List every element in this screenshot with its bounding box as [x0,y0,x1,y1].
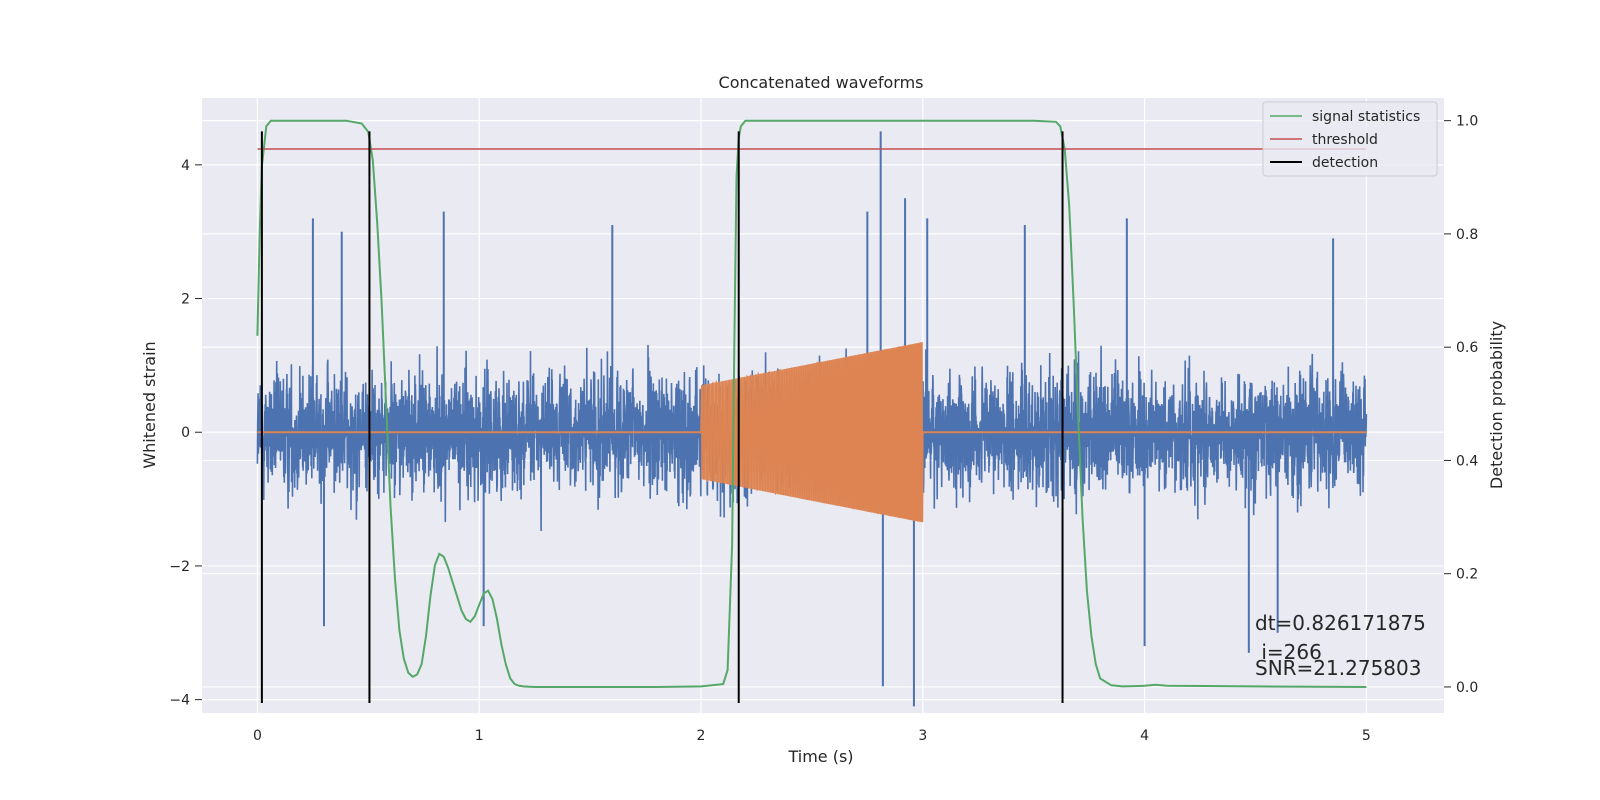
y2-tick-label: 0.4 [1456,453,1478,469]
y2-tick-label: 0.2 [1456,567,1478,583]
annotation-dt: dt=0.826171875 [1255,611,1426,635]
x-tick-label: 1 [475,728,484,744]
y2-axis-label: Detection probability [1487,321,1506,489]
y-tick-label: −2 [169,559,190,575]
x-tick-label: 2 [697,728,706,744]
y-axis-label: Whitened strain [140,341,159,468]
y2-tick-label: 0.6 [1456,340,1478,356]
chirp-envelope [701,342,923,523]
legend-label-detection: detection [1312,155,1378,171]
x-axis-ticks: 0 1 2 3 4 5 [253,728,1371,744]
y2-tick-label: 0.0 [1456,680,1478,696]
legend-label-threshold: threshold [1312,132,1378,148]
x-tick-label: 3 [918,728,927,744]
x-tick-label: 5 [1362,728,1371,744]
y-axis-ticks: −4 −2 0 2 4 [169,158,202,709]
grid-lines [202,98,1444,713]
y-tick-label: 4 [181,158,190,174]
x-tick-label: 4 [1140,728,1149,744]
plot-content [256,119,1368,707]
y-tick-label: 0 [181,425,190,441]
legend-label-statistics: signal statistics [1312,109,1420,125]
x-tick-label: 0 [253,728,262,744]
y2-tick-label: 0.8 [1456,227,1478,243]
y2-axis-ticks: 0.0 0.2 0.4 0.6 0.8 1.0 [1444,114,1478,696]
annotation-i: i=266 [1255,640,1322,664]
legend-frame [1262,101,1438,177]
legend: signal statistics threshold detection [1262,101,1438,177]
y-tick-label: −4 [169,693,190,709]
statistics-line [256,119,1367,688]
detection-series [260,131,1064,703]
x-axis-label: Time (s) [787,747,853,766]
chart-title: Concatenated waveforms [719,73,924,92]
y2-tick-label: 1.0 [1456,114,1478,130]
statistics-series [256,119,1367,688]
annotation-snr: SNR=21.275803 [1255,656,1421,680]
y-tick-label: 2 [181,292,190,308]
